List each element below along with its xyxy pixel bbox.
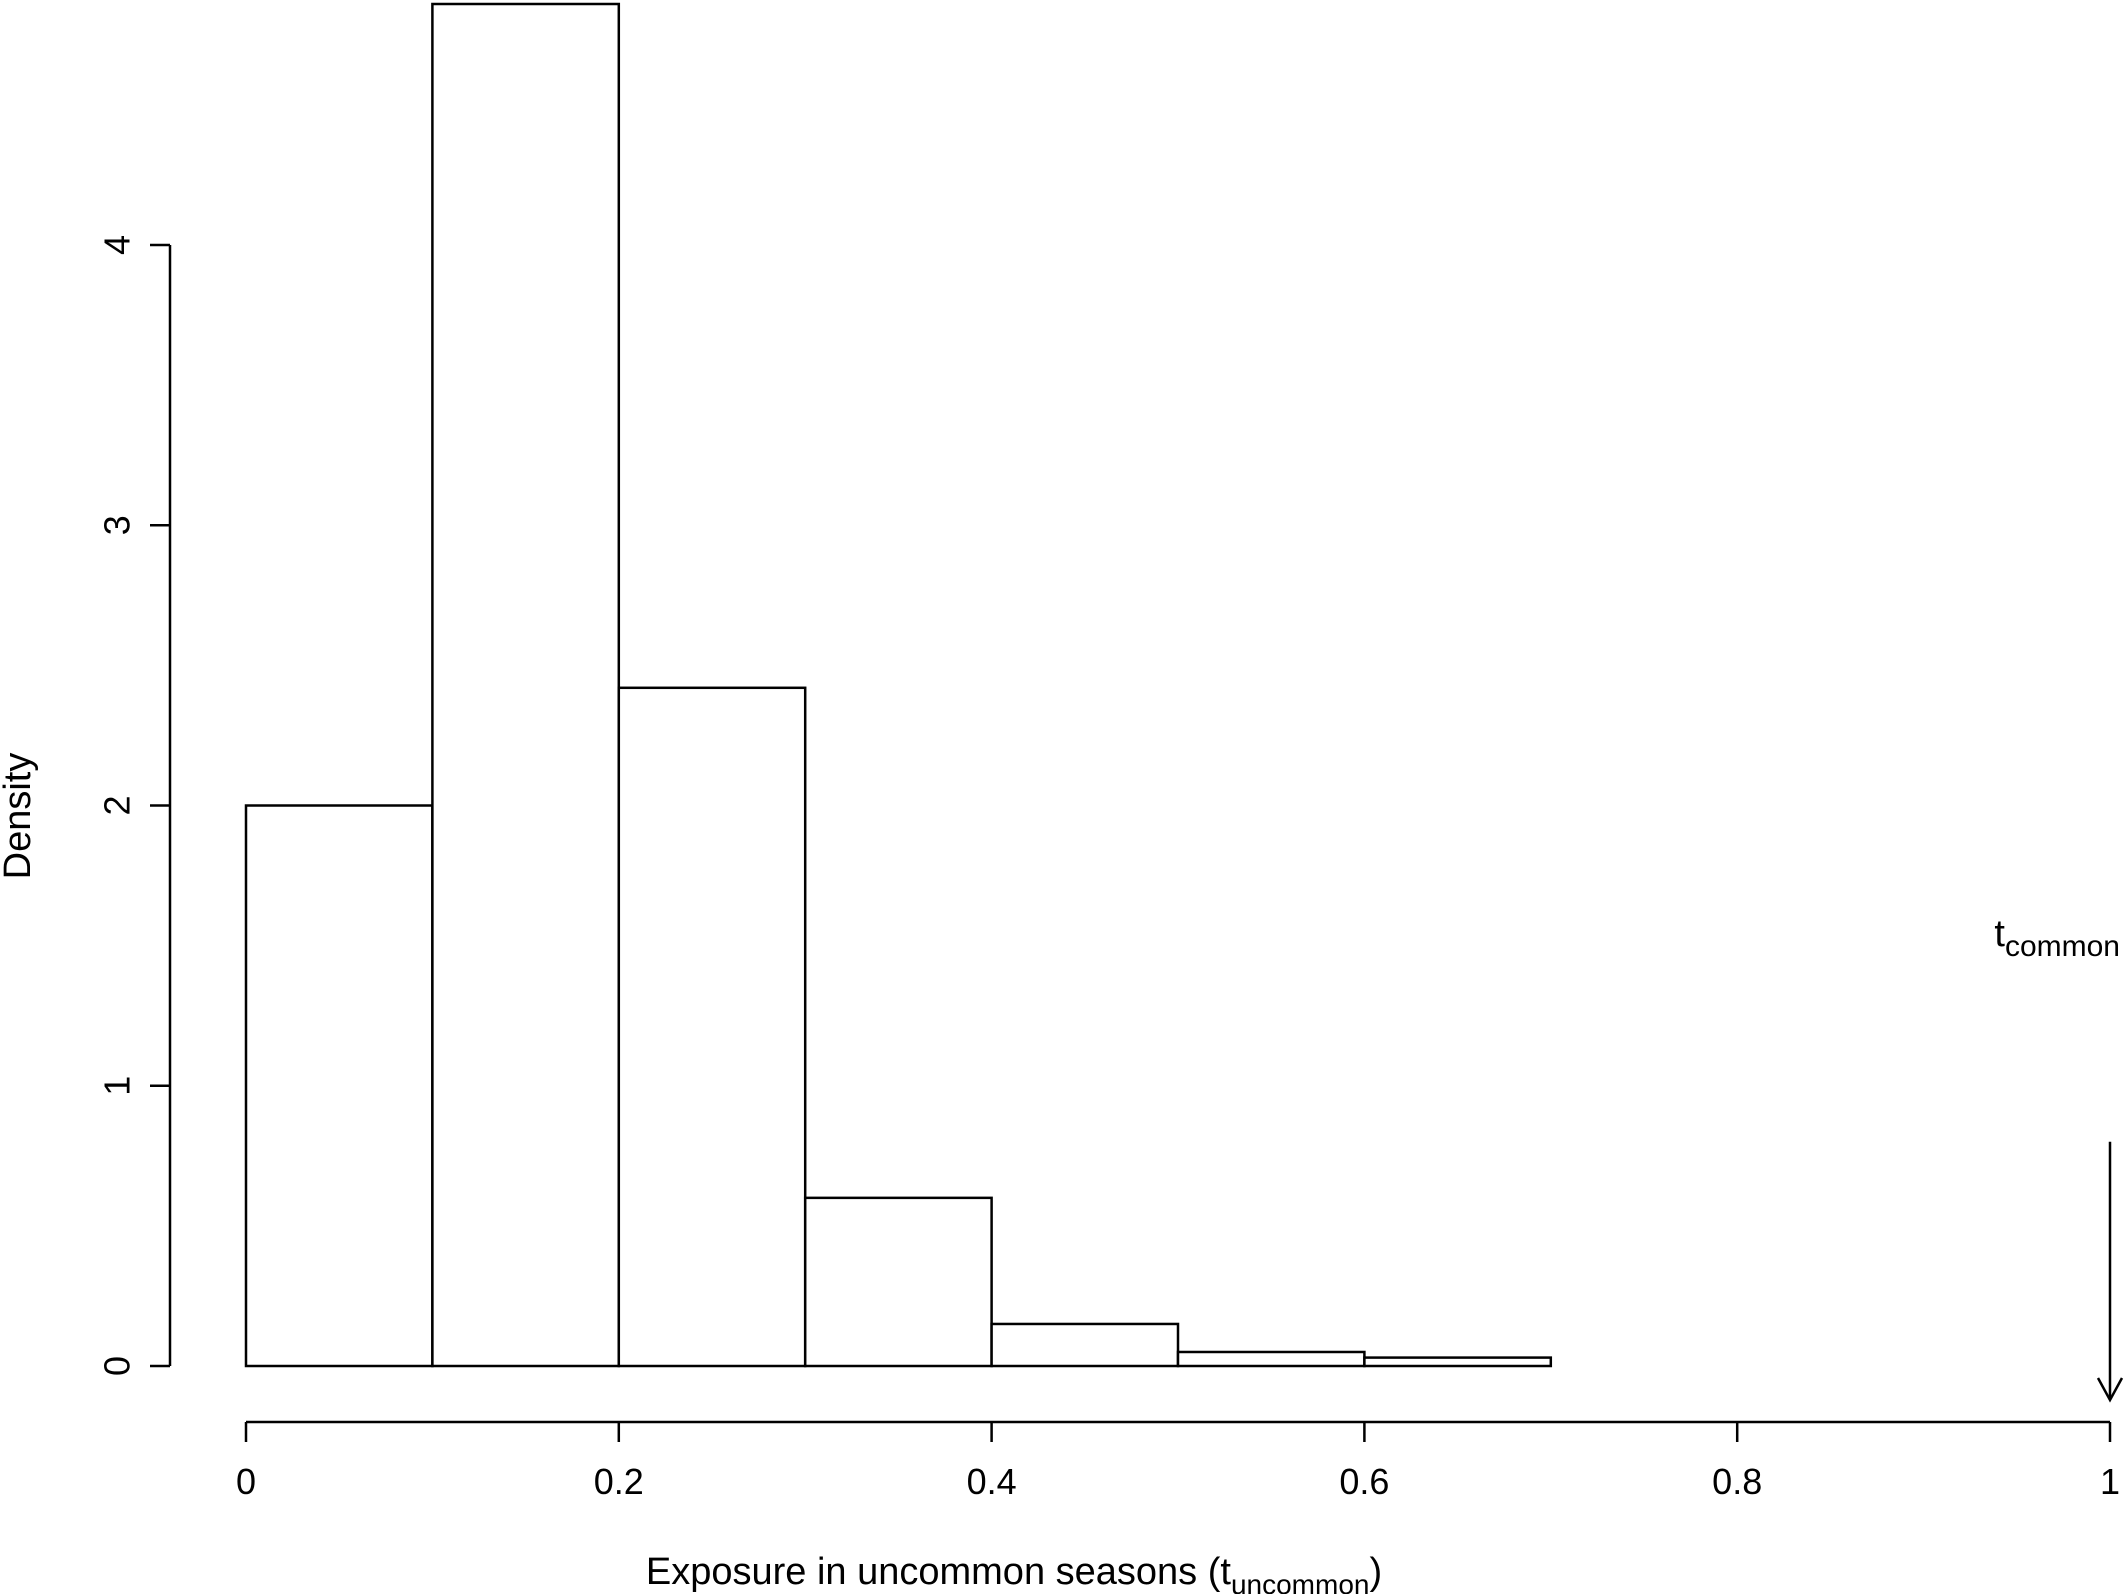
y-axis-label: Density bbox=[0, 753, 39, 880]
histogram-bar-4 bbox=[990, 1322, 1180, 1368]
y-tick-label-0: 0 bbox=[97, 1356, 138, 1376]
t-common-annotation: tcommon bbox=[1994, 913, 2120, 963]
y-axis-ticks: 0 1 2 3 4 bbox=[97, 235, 170, 1376]
y-tick-label-3: 3 bbox=[97, 515, 138, 535]
x-tick-label-3: 0.6 bbox=[1339, 1461, 1389, 1502]
y-tick-label-1: 1 bbox=[97, 1076, 138, 1096]
histogram-bar-1 bbox=[431, 2, 621, 1368]
histogram-bars bbox=[244, 2, 1553, 1368]
histogram-bar-3 bbox=[803, 1196, 993, 1368]
x-tick-label-4: 0.8 bbox=[1712, 1461, 1762, 1502]
arrow-head bbox=[2096, 1377, 2124, 1403]
histogram-bar-2 bbox=[617, 686, 807, 1368]
x-axis-ticks: 0 0.2 0.4 0.6 0.8 1 bbox=[236, 1422, 2120, 1502]
t-common-arrow bbox=[2096, 1141, 2124, 1403]
x-tick-label-5: 1 bbox=[2100, 1461, 2120, 1502]
x-axis-label: Exposure in uncommon seasons (tuncommon) bbox=[646, 1551, 1382, 1594]
histogram-bar-0 bbox=[244, 804, 434, 1368]
x-tick-label-1: 0.2 bbox=[594, 1461, 644, 1502]
x-tick-label-2: 0.4 bbox=[967, 1461, 1017, 1502]
histogram-bar-6 bbox=[1363, 1356, 1553, 1368]
histogram-bar-5 bbox=[1176, 1350, 1366, 1368]
y-tick-label-2: 2 bbox=[97, 795, 138, 815]
x-tick-label-0: 0 bbox=[236, 1461, 256, 1502]
y-tick-label-4: 4 bbox=[97, 235, 138, 255]
